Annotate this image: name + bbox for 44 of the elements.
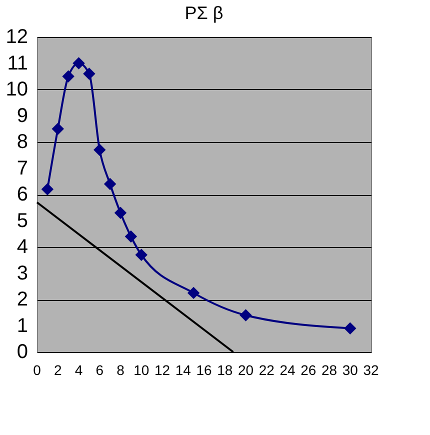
point	[344, 322, 356, 334]
y-tick-label: 2	[16, 288, 28, 310]
point	[240, 309, 252, 322]
y-tick-label: 4	[16, 236, 28, 258]
x-tick-label: 16	[196, 362, 212, 378]
chart-title: PΣ β	[184, 3, 224, 23]
point	[83, 68, 96, 80]
y-tick-label: 12	[6, 26, 28, 48]
x-tick-label: 12	[154, 362, 170, 378]
y-tick-label: 1	[16, 314, 28, 337]
x-tick-label: 22	[258, 362, 275, 378]
x-tick-label: 30	[342, 362, 358, 378]
y-tick-label: 11	[7, 52, 28, 74]
x-tick-label: 4	[74, 362, 83, 378]
point	[72, 57, 85, 70]
x-tick-label: 10	[134, 362, 150, 378]
x-tick-label: 24	[280, 362, 296, 378]
y-tick-label: 3	[16, 262, 28, 284]
y-tick-label: 0	[16, 341, 28, 363]
x-tick-label: 8	[116, 362, 125, 378]
y-tick-label: 7	[16, 157, 28, 180]
x-tick-label: 6	[96, 362, 104, 378]
point	[62, 70, 74, 82]
x-tick-label: 32	[363, 362, 379, 378]
point	[104, 178, 116, 190]
y-tick-label: 5	[16, 210, 28, 232]
x-tick-label: 14	[175, 362, 192, 378]
y-tick-label: 6	[16, 184, 28, 206]
point	[187, 286, 200, 300]
point	[114, 206, 127, 219]
x-tick-label: 26	[300, 362, 316, 378]
x-tick-label: 18	[217, 362, 233, 378]
x-tick-label: 0	[33, 362, 42, 378]
x-tick-label: 20	[238, 362, 254, 378]
point	[94, 144, 106, 156]
x-tick-label: 28	[321, 362, 338, 378]
point	[124, 230, 138, 243]
y-tick-label: 9	[16, 104, 28, 127]
y-tick-label: 8	[16, 131, 28, 153]
point	[41, 183, 54, 196]
point	[52, 122, 64, 135]
point	[135, 248, 148, 261]
y-tick-label: 10	[6, 78, 28, 100]
x-tick-label: 2	[54, 362, 62, 378]
